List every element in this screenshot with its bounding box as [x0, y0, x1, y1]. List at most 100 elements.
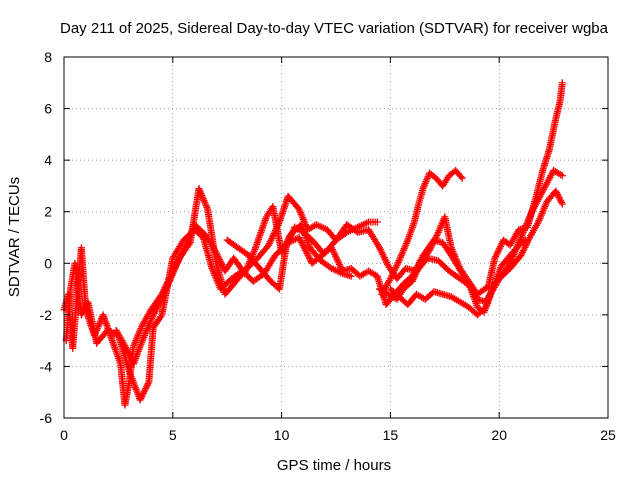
data-point	[558, 200, 566, 208]
data-point	[334, 257, 342, 265]
data-point	[268, 233, 276, 241]
data-point	[126, 352, 134, 360]
data-point	[159, 291, 167, 299]
data-point	[333, 255, 341, 263]
data-point	[383, 259, 391, 267]
data-point	[378, 249, 386, 257]
data-point	[156, 298, 164, 306]
data-point	[431, 235, 439, 243]
data-point	[164, 281, 172, 289]
data-point	[518, 250, 526, 258]
data-point	[306, 254, 314, 262]
data-point	[162, 285, 170, 293]
data-point	[328, 245, 336, 253]
data-point	[414, 266, 422, 274]
x-tick-label: 20	[491, 427, 507, 443]
data-point	[148, 314, 156, 322]
data-point	[376, 245, 384, 253]
x-tick-label: 0	[60, 427, 68, 443]
data-point	[153, 303, 161, 311]
data-point	[152, 306, 160, 314]
data-point	[304, 251, 312, 259]
y-tick-label: 0	[44, 255, 52, 271]
data-point	[414, 264, 422, 272]
data-point	[377, 247, 385, 255]
data-point	[77, 311, 85, 319]
data-point	[154, 301, 162, 309]
data-point	[140, 388, 148, 396]
data-point	[382, 257, 390, 265]
x-tick-label: 15	[383, 427, 399, 443]
data-point	[427, 243, 435, 251]
data-points	[60, 79, 566, 409]
data-point	[408, 277, 416, 285]
data-point	[185, 240, 193, 248]
data-point	[430, 238, 438, 246]
data-point	[432, 233, 440, 241]
data-point	[554, 192, 562, 200]
data-point	[413, 267, 421, 275]
data-point	[553, 189, 561, 197]
data-point	[137, 394, 145, 402]
data-point	[305, 253, 313, 261]
data-point	[391, 265, 399, 273]
data-point	[556, 195, 564, 203]
data-point	[267, 236, 275, 244]
data-point	[160, 290, 168, 298]
data-point	[150, 309, 158, 317]
data-point	[301, 245, 309, 253]
data-point	[553, 190, 561, 198]
data-point	[303, 250, 311, 258]
plot-frame	[63, 56, 609, 419]
data-point	[139, 391, 147, 399]
data-point	[388, 271, 396, 279]
data-point	[520, 245, 528, 253]
x-axis-label: GPS time / hours	[277, 457, 391, 474]
data-point	[161, 286, 169, 294]
data-point	[331, 250, 339, 258]
data-point	[268, 235, 276, 243]
data-point	[157, 295, 165, 303]
data-point	[433, 232, 441, 240]
data-point	[381, 255, 389, 263]
data-point	[300, 243, 308, 251]
data-point	[269, 231, 277, 239]
data-point	[123, 345, 131, 353]
data-point	[521, 243, 529, 251]
data-point	[265, 241, 273, 249]
data-point	[270, 230, 278, 238]
data-point	[296, 235, 304, 243]
data-point	[458, 174, 466, 182]
data-point	[332, 252, 340, 260]
series-track-6	[376, 79, 566, 303]
x-tick-label: 25	[600, 427, 616, 443]
data-point	[519, 248, 527, 256]
data-point	[265, 240, 273, 248]
data-point	[302, 246, 310, 254]
data-point	[272, 226, 280, 234]
data-point	[521, 236, 529, 244]
chart-title: Day 211 of 2025, Sidereal Day-to-day VTE…	[60, 20, 609, 37]
data-point	[158, 293, 166, 301]
data-point	[426, 245, 434, 253]
data-point	[297, 237, 305, 245]
data-point	[78, 309, 86, 317]
data-point	[143, 381, 151, 389]
axis-ticks: 0 5 10 15 20 25 -6 -4 -2 0 2 4 6 8	[40, 49, 616, 443]
data-point	[496, 244, 504, 252]
y-tick-label: 6	[44, 101, 52, 117]
data-point	[147, 316, 155, 324]
data-point	[124, 348, 132, 356]
data-point	[428, 241, 436, 249]
data-point	[347, 272, 355, 280]
data-point	[520, 237, 528, 245]
series-track-7	[386, 236, 529, 319]
data-point	[149, 313, 157, 321]
data-point	[80, 306, 88, 314]
data-point	[379, 250, 387, 258]
data-point	[412, 269, 420, 277]
y-tick-label: 4	[44, 152, 52, 168]
data-point	[266, 238, 274, 246]
data-point	[151, 308, 159, 316]
